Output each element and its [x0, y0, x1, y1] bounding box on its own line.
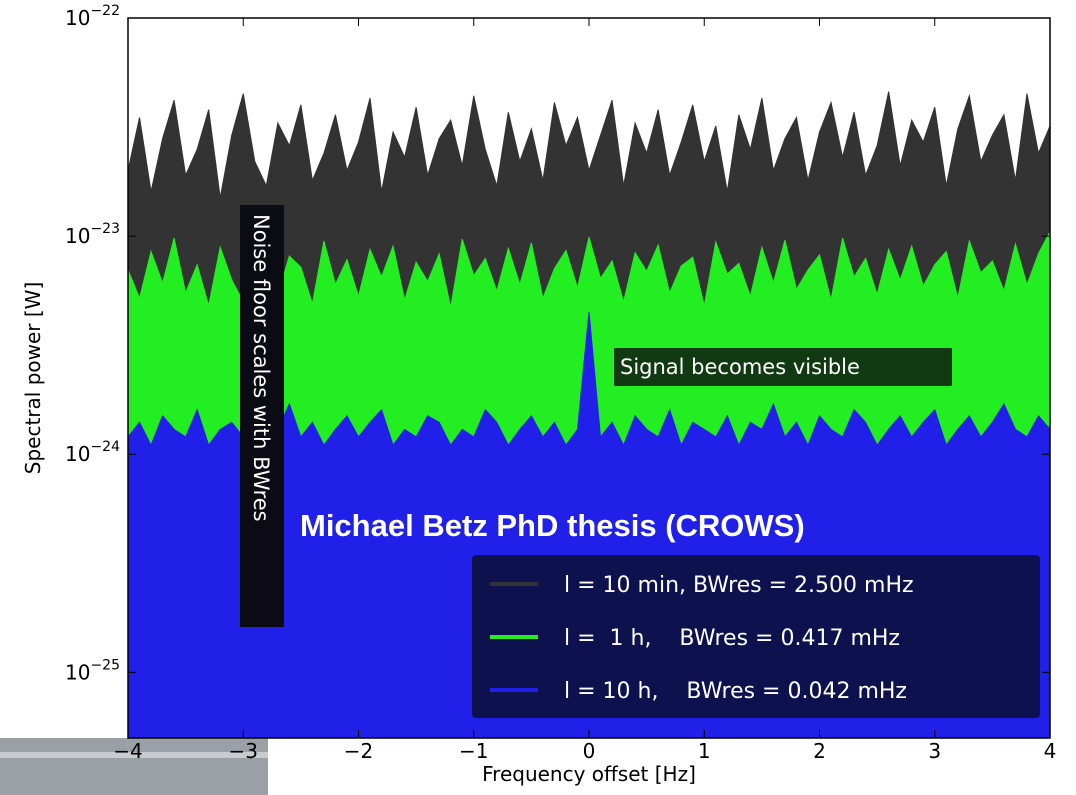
photo-fragment-rail — [0, 752, 268, 758]
legend-label: l = 1 h, BWres = 0.417 mHz — [564, 626, 900, 651]
x-tick-label: 0 — [583, 739, 596, 763]
x-tick-label: −2 — [344, 739, 373, 763]
x-tick-label: 4 — [1044, 739, 1057, 763]
y-tick-label: 10−25 — [65, 657, 120, 684]
x-tick-label: −1 — [459, 739, 488, 763]
annotation: Signal becomes visible — [620, 355, 860, 379]
y-tick-base: 10 — [65, 6, 90, 30]
x-tick-label: 2 — [813, 739, 826, 763]
y-tick-label: 10−23 — [65, 221, 120, 248]
legend-label: l = 10 h, BWres = 0.042 mHz — [564, 679, 907, 704]
annotation: Noise floor scales with BWres — [249, 214, 273, 522]
y-tick-exponent: −24 — [90, 439, 120, 455]
y-tick-exponent: −23 — [90, 221, 120, 237]
x-tick-label: −4 — [113, 739, 142, 763]
x-tick-label: −3 — [229, 739, 258, 763]
y-tick-base: 10 — [65, 660, 90, 684]
y-tick-base: 10 — [65, 442, 90, 466]
photo-fragment — [0, 738, 268, 795]
annotation-box — [614, 348, 952, 386]
legend-box — [472, 555, 1040, 718]
y-tick-label: 10−22 — [65, 3, 120, 30]
annotation: Michael Betz PhD thesis (CROWS) — [300, 508, 805, 543]
legend-label: l = 10 min, BWres = 2.500 mHz — [564, 573, 914, 598]
y-tick-label: 10−24 — [65, 439, 120, 466]
y-tick-base: 10 — [65, 224, 90, 248]
x-tick-label: 1 — [698, 739, 711, 763]
y-tick-exponent: −22 — [90, 3, 120, 19]
y-tick-exponent: −25 — [90, 657, 120, 673]
x-axis-label: Frequency offset [Hz] — [482, 762, 696, 786]
x-tick-label: 3 — [928, 739, 941, 763]
annotation-box — [240, 205, 284, 627]
y-axis-label: Spectral power [W] — [21, 282, 45, 474]
